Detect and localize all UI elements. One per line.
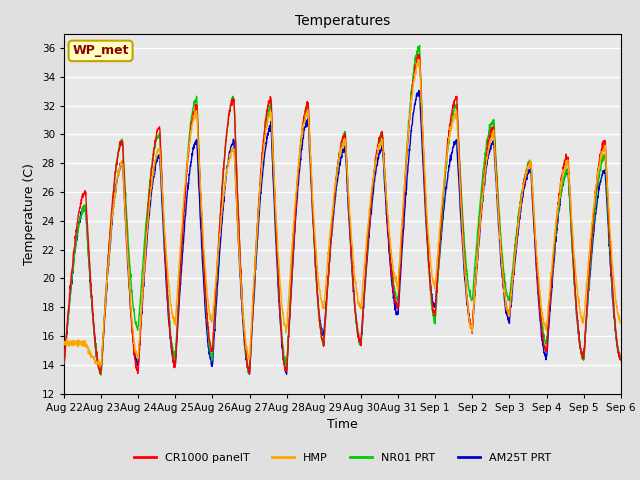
HMP bbox=[96, 364, 104, 370]
NR01 PRT bbox=[568, 237, 576, 242]
CR1000 panelT bbox=[371, 166, 379, 172]
HMP bbox=[568, 222, 576, 228]
AM25T PRT bbox=[283, 372, 291, 377]
AM25T PRT bbox=[359, 319, 367, 324]
AM25T PRT bbox=[415, 88, 422, 94]
AM25T PRT bbox=[505, 319, 513, 324]
HMP bbox=[359, 283, 367, 289]
Text: WP_met: WP_met bbox=[72, 44, 129, 58]
Line: AM25T PRT: AM25T PRT bbox=[64, 91, 621, 374]
CR1000 panelT bbox=[414, 51, 422, 57]
Title: Temperatures: Temperatures bbox=[295, 14, 390, 28]
HMP bbox=[371, 166, 379, 171]
CR1000 panelT bbox=[505, 312, 513, 318]
Line: CR1000 panelT: CR1000 panelT bbox=[64, 54, 621, 373]
CR1000 panelT bbox=[216, 223, 223, 229]
HMP bbox=[617, 319, 625, 324]
HMP bbox=[60, 342, 68, 348]
HMP bbox=[505, 313, 513, 319]
CR1000 panelT bbox=[584, 294, 591, 300]
AM25T PRT bbox=[216, 257, 223, 263]
Y-axis label: Temperature (C): Temperature (C) bbox=[23, 163, 36, 264]
NR01 PRT bbox=[359, 315, 367, 321]
NR01 PRT bbox=[97, 372, 105, 378]
NR01 PRT bbox=[505, 294, 513, 300]
X-axis label: Time: Time bbox=[327, 418, 358, 431]
AM25T PRT bbox=[568, 240, 576, 245]
NR01 PRT bbox=[60, 360, 68, 366]
AM25T PRT bbox=[371, 175, 379, 180]
NR01 PRT bbox=[371, 166, 379, 171]
CR1000 panelT bbox=[96, 371, 104, 376]
HMP bbox=[584, 273, 591, 278]
NR01 PRT bbox=[416, 43, 424, 48]
Legend: CR1000 panelT, HMP, NR01 PRT, AM25T PRT: CR1000 panelT, HMP, NR01 PRT, AM25T PRT bbox=[129, 448, 556, 467]
NR01 PRT bbox=[584, 300, 591, 306]
NR01 PRT bbox=[617, 352, 625, 358]
CR1000 panelT bbox=[568, 229, 576, 235]
AM25T PRT bbox=[617, 354, 625, 360]
NR01 PRT bbox=[216, 227, 223, 233]
Line: NR01 PRT: NR01 PRT bbox=[64, 46, 621, 375]
CR1000 panelT bbox=[359, 312, 367, 318]
CR1000 panelT bbox=[60, 359, 68, 365]
HMP bbox=[415, 57, 423, 63]
AM25T PRT bbox=[60, 362, 68, 368]
HMP bbox=[216, 232, 223, 238]
AM25T PRT bbox=[584, 304, 591, 310]
Line: HMP: HMP bbox=[64, 60, 621, 367]
CR1000 panelT bbox=[617, 357, 625, 363]
